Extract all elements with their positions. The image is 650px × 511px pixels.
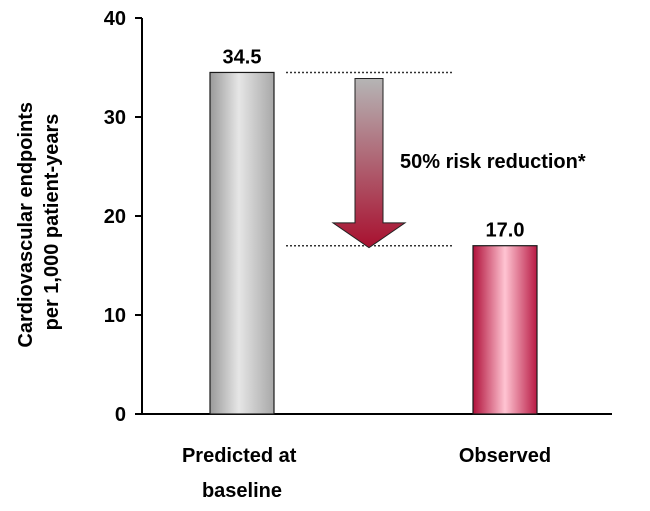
x-category-label-predicted: Predicted at baseline: [182, 445, 302, 502]
y-axis-label-line-1: Cardiovascular endpoints: [15, 102, 37, 348]
bar-predicted-value-label: 34.5: [223, 46, 262, 68]
x-category-label-predicted-line-1: Predicted at: [182, 445, 297, 467]
down-arrow-icon: [331, 77, 407, 249]
bar-observed: [472, 245, 538, 415]
y-axis-label: Cardiovascular endpoints per 1,000 patie…: [15, 96, 63, 347]
bar-predicted: [209, 71, 275, 415]
y-axis-label-line-2: per 1,000 patient-years: [41, 114, 63, 331]
y-tick-label: 10: [104, 305, 126, 327]
y-tick-label: 20: [104, 206, 126, 228]
x-category-label-observed: Observed: [459, 445, 551, 467]
x-category-label-predicted-line-2: baseline: [202, 480, 282, 502]
y-tick-label: 40: [104, 8, 126, 30]
bars: 34.5 17.0: [209, 46, 538, 415]
x-category-label-observed-line-1: Observed: [459, 445, 551, 467]
annotations: [286, 71, 452, 249]
risk-reduction-annotation: 50% risk reduction*: [400, 151, 586, 173]
bar-observed-value-label: 17.0: [486, 220, 525, 242]
y-tick-label: 0: [115, 404, 126, 426]
y-tick-label: 30: [104, 107, 126, 129]
